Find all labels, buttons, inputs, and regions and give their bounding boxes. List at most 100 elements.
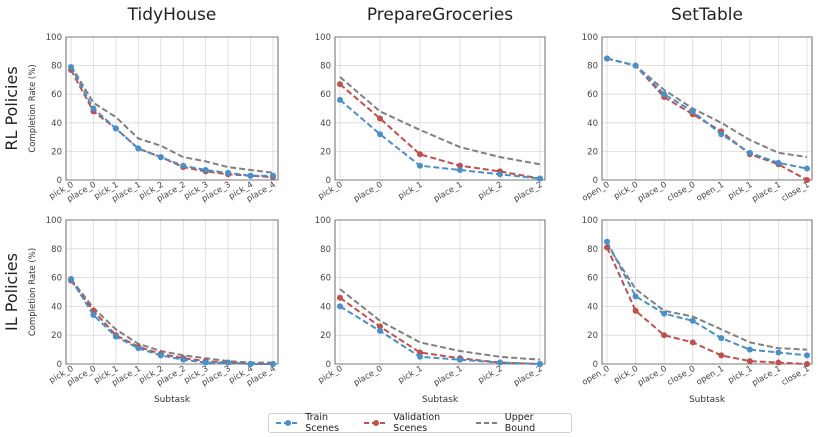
data-point-validation: [377, 115, 383, 122]
y-tick-label: 60: [587, 90, 598, 100]
legend: Train Scenes Validation Scenes Upper Bou…: [268, 412, 572, 434]
y-tick-label: 100: [582, 33, 598, 43]
data-point-train: [247, 361, 254, 367]
data-point-validation: [337, 294, 343, 301]
data-point-train: [718, 335, 725, 342]
data-point-train: [417, 353, 423, 360]
row-title-0: RL Policies: [2, 66, 21, 150]
x-tick-label: place_2: [512, 179, 544, 204]
plot-area: [65, 36, 279, 181]
data-point-train: [90, 312, 97, 319]
data-point-train: [225, 359, 232, 366]
x-tick-label: place_0: [636, 363, 668, 388]
data-point-train: [112, 333, 119, 340]
data-point-train: [718, 131, 725, 138]
data-point-train: [537, 175, 543, 182]
data-point-train: [112, 125, 119, 132]
y-tick-label: 40: [320, 119, 331, 129]
legend-item-upper: Upper Bound: [475, 412, 565, 434]
y-tick-label: 100: [315, 216, 331, 226]
y-tick-label: 20: [587, 147, 598, 157]
data-point-validation: [746, 358, 753, 365]
series-line-upper: [339, 288, 541, 361]
series-line-train: [339, 99, 541, 180]
data-point-train: [746, 149, 753, 156]
data-point-train: [775, 349, 782, 356]
legend-swatch-validation: [364, 420, 389, 426]
y-tick-label: 40: [320, 302, 331, 312]
data-point-train: [632, 293, 639, 300]
y-tick-label: 100: [582, 216, 598, 226]
y-tick-label: 80: [320, 62, 331, 72]
y-tick-label: 60: [320, 274, 331, 284]
x-tick-label: pick_1: [726, 363, 754, 385]
legend-swatch-upper: [475, 422, 500, 424]
legend-item-validation: Validation Scenes: [363, 412, 474, 434]
series-line-validation: [339, 83, 541, 180]
data-point-train: [377, 131, 383, 138]
ylabel-row-0: Completion Rate (%): [28, 64, 38, 152]
y-tick-label: 80: [587, 245, 598, 255]
data-point-train: [689, 108, 696, 115]
series-line-train: [70, 66, 273, 177]
plot-area: [334, 36, 546, 181]
y-tick-label: 100: [315, 33, 331, 43]
data-point-train: [497, 359, 503, 366]
y-tick-label: 80: [587, 62, 598, 72]
row-title-1: IL Policies: [2, 253, 21, 331]
x-tick-label: pick_1: [726, 179, 754, 201]
x-tick-label: pick_0: [612, 179, 640, 201]
data-point-train: [661, 91, 668, 98]
data-point-train: [270, 172, 276, 179]
x-tick-label: pick_0: [612, 363, 640, 385]
data-point-train: [457, 166, 463, 173]
data-point-train: [135, 345, 142, 352]
legend-label-upper: Upper Bound: [504, 412, 536, 434]
data-point-train: [497, 171, 503, 178]
panel-0-0: 020406080100pick_0place_0pick_1place_1pi…: [46, 33, 279, 204]
y-tick-label: 0: [593, 360, 598, 370]
y-tick-label: 40: [587, 119, 598, 129]
y-tick-label: 80: [320, 245, 331, 255]
data-point-train: [537, 361, 543, 367]
data-point-train: [775, 159, 782, 166]
data-point-train: [180, 162, 187, 169]
series-line-upper: [606, 243, 808, 351]
data-point-train: [632, 62, 639, 69]
data-point-train: [157, 154, 164, 161]
y-tick-label: 0: [326, 176, 331, 186]
xlabel-col-2: Subtask: [689, 395, 726, 405]
y-tick-label: 40: [51, 302, 62, 312]
legend-label-train: Train Scenes: [305, 412, 340, 434]
x-tick-label: place_0: [352, 179, 384, 204]
data-point-train: [377, 327, 383, 334]
data-point-train: [804, 352, 810, 359]
col-title-2: SetTable: [671, 5, 743, 25]
data-point-train: [604, 55, 610, 62]
data-point-train: [270, 361, 276, 367]
y-tick-label: 60: [320, 90, 331, 100]
data-point-validation: [689, 339, 696, 346]
panel-1-0: 020406080100pick_0place_0pick_1place_1pi…: [46, 216, 279, 388]
data-point-train: [689, 317, 696, 324]
x-tick-label: pick_1: [396, 179, 424, 201]
plot-area: [334, 219, 546, 365]
x-tick-label: close_0: [665, 179, 697, 203]
y-tick-label: 20: [320, 331, 331, 341]
data-point-train: [68, 276, 74, 283]
series-line-train: [70, 278, 273, 365]
legend-item-train: Train Scenes: [275, 412, 363, 434]
plot-area: [65, 219, 279, 365]
data-point-validation: [457, 162, 463, 169]
x-tick-label: pick_1: [396, 363, 424, 385]
data-point-validation: [718, 352, 725, 359]
data-point-validation: [337, 81, 343, 88]
plot-area: [601, 219, 813, 365]
y-tick-label: 0: [326, 360, 331, 370]
data-point-train: [202, 359, 209, 366]
series-line-upper: [339, 76, 541, 166]
x-tick-label: close_0: [665, 363, 697, 387]
